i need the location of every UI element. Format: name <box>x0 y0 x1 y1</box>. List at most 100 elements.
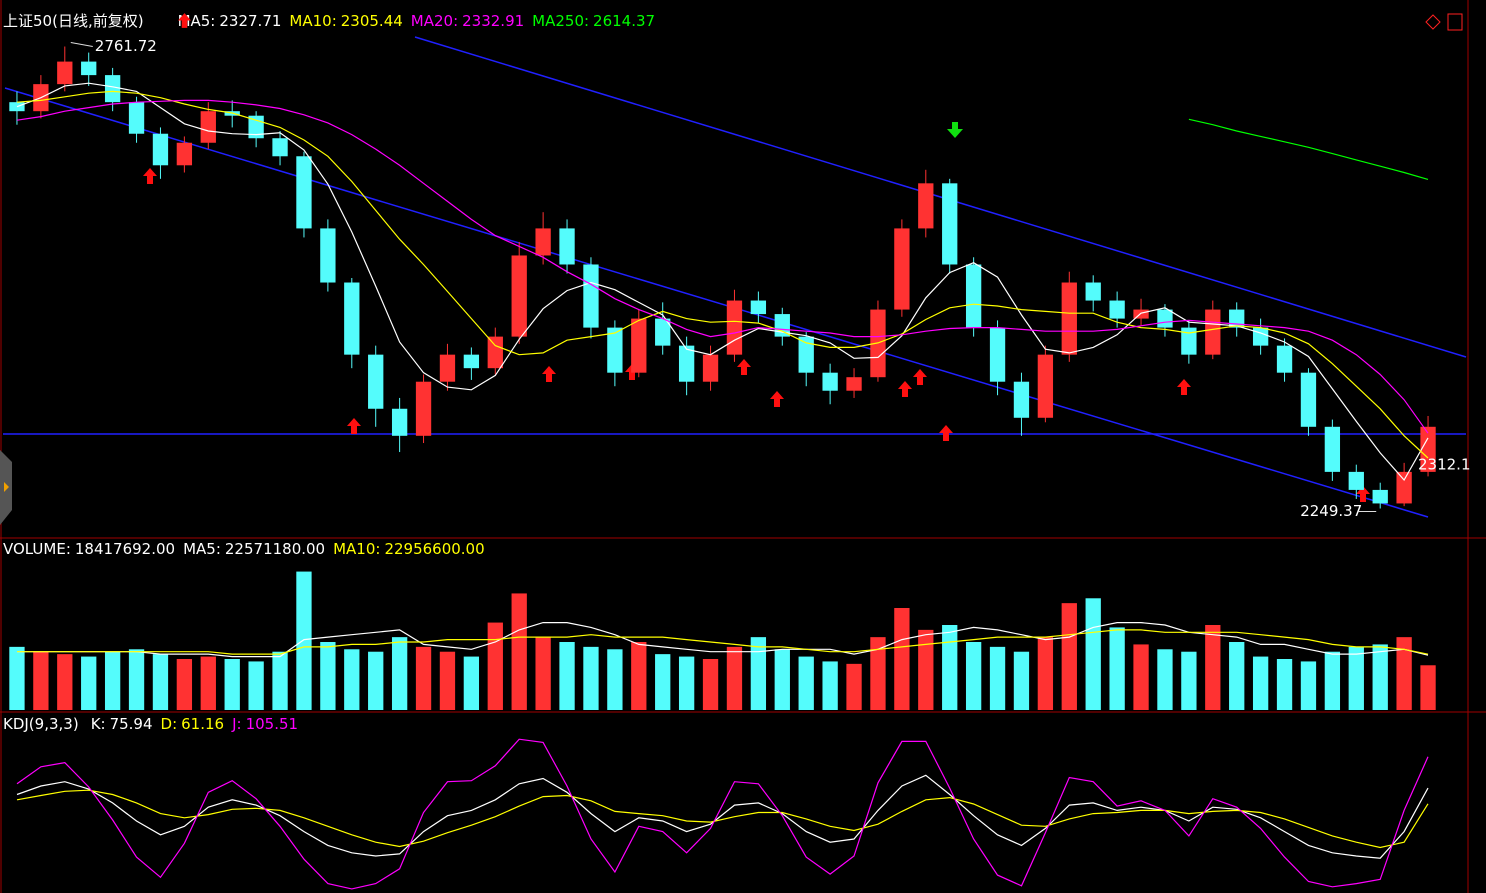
low-label: 2249.37 <box>1300 502 1362 520</box>
chart-title: KDJ(9,3,3) <box>3 715 79 733</box>
volume-bar <box>152 654 169 710</box>
candle-body <box>678 345 695 382</box>
legend-value: 22571180.00 <box>225 540 325 558</box>
volume-bar <box>1205 625 1221 710</box>
volume-bar <box>1181 651 1197 710</box>
legend-value: 105.51 <box>246 715 299 733</box>
volume-bar <box>1037 637 1054 710</box>
candle-body <box>439 354 456 382</box>
volume-bar <box>965 642 982 710</box>
volume-bar <box>1229 642 1245 710</box>
candle-body <box>1157 309 1173 328</box>
candle-body <box>965 264 982 328</box>
candle-body <box>1085 282 1101 301</box>
volume-bar <box>918 629 934 710</box>
candle-body <box>702 354 719 382</box>
candle-body <box>894 228 910 310</box>
volume-bar <box>726 646 743 710</box>
candle-body <box>1037 354 1054 418</box>
legend-item: J: 105.51 <box>231 715 298 733</box>
window-icon[interactable] <box>1425 14 1441 30</box>
legend-label: VOLUME: <box>3 540 71 558</box>
chart-title: 上证50(日线,前复权) <box>3 12 144 30</box>
candle-body <box>655 318 671 346</box>
legend-label: KDJ(9,3,3) <box>3 715 79 733</box>
candle-body <box>176 142 193 166</box>
candle-body <box>1181 327 1197 355</box>
legend-label: MA20: <box>411 12 458 30</box>
volume-bar <box>702 659 719 710</box>
line-series <box>16 99 1429 434</box>
legend-value: 2614.37 <box>593 12 655 30</box>
volume-bar <box>798 656 814 710</box>
candle-body <box>631 318 647 373</box>
volume-bar <box>1109 627 1125 710</box>
candle-body <box>798 336 814 373</box>
candle-body <box>296 156 312 229</box>
candle-body <box>128 102 145 134</box>
candle-body <box>1013 381 1030 418</box>
side-handle-arrow <box>4 482 9 492</box>
candle-body <box>1324 426 1341 472</box>
line-series <box>16 789 1429 849</box>
volume-bar <box>894 608 910 710</box>
volume-bar <box>1324 651 1341 710</box>
candle-body <box>750 300 767 315</box>
legend-item: D: 61.16 <box>161 715 225 733</box>
volume-bar <box>1372 644 1388 710</box>
legend-value: 2305.44 <box>341 12 403 30</box>
volume-bar <box>439 651 456 710</box>
volume-bar <box>822 661 838 710</box>
candle-body <box>104 75 121 103</box>
candle-body <box>918 183 934 229</box>
window-icon[interactable] <box>1447 13 1463 31</box>
volume-bar <box>487 622 503 710</box>
volume-bar <box>320 642 336 710</box>
candle-body <box>1252 327 1269 346</box>
legend-value: 22956600.00 <box>384 540 484 558</box>
candle-body <box>152 133 169 166</box>
candle-body <box>535 228 551 256</box>
volume-bar <box>750 637 767 710</box>
legend-value: 18417692.00 <box>75 540 175 558</box>
candle-body <box>463 354 480 369</box>
candle-body <box>1061 282 1077 355</box>
legend-label: 上证50(日线,前复权) <box>3 12 144 30</box>
candle-body <box>726 300 743 355</box>
candle-body <box>81 61 97 76</box>
volume-bar <box>1348 646 1364 710</box>
legend-item: K: 75.94 <box>91 715 153 733</box>
volume-bar <box>1085 598 1101 710</box>
legend-label: MA10: <box>333 540 380 558</box>
legend-label: MA5: <box>183 540 221 558</box>
volume-bar <box>33 651 49 710</box>
volume-bar <box>57 654 73 710</box>
volume-bar <box>1252 656 1269 710</box>
volume-bar <box>200 656 216 710</box>
legend-item: MA5: 2327.71 <box>178 12 282 30</box>
candle-body <box>1396 471 1412 504</box>
candle-body <box>1372 489 1388 504</box>
volume-bar <box>870 637 886 710</box>
line-series <box>16 82 1429 482</box>
candle-body <box>1133 309 1149 319</box>
candle-body <box>559 228 575 265</box>
legend-label: D: <box>161 715 178 733</box>
line-series <box>16 774 1429 859</box>
legend-value: 2332.91 <box>462 12 524 30</box>
candle-body <box>942 183 958 265</box>
candle-body <box>1348 471 1364 490</box>
candle-body <box>391 408 408 436</box>
legend-item: MA20: 2332.91 <box>411 12 524 30</box>
candle-body <box>989 327 1006 382</box>
volume-bar <box>989 646 1006 710</box>
legend-item: MA5: 22571180.00 <box>183 540 325 558</box>
volume-bar <box>678 656 695 710</box>
volume-bar <box>1061 603 1077 710</box>
volume-bar <box>176 659 193 710</box>
price-annotation: 2312.1 <box>1418 456 1471 474</box>
legend-item: MA250: 2614.37 <box>532 12 655 30</box>
legend-value: 61.16 <box>181 715 224 733</box>
candle-body <box>822 372 838 391</box>
